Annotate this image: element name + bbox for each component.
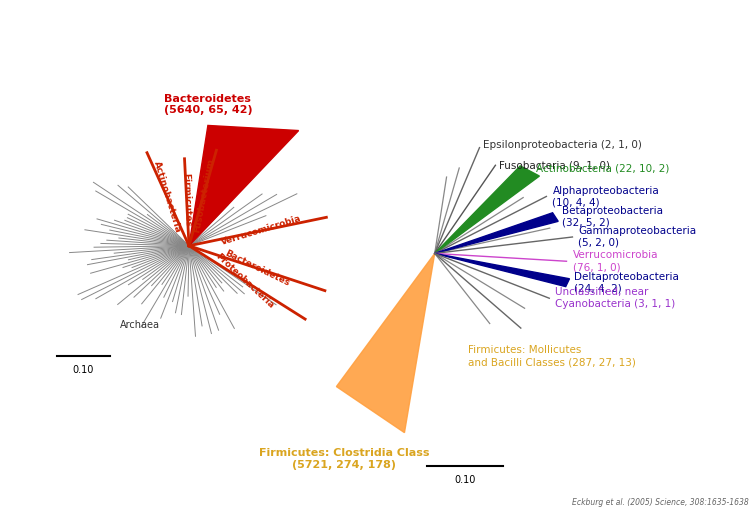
Text: Unclassified, near
Cyanobacteria (3, 1, 1): Unclassified, near Cyanobacteria (3, 1, … — [556, 287, 676, 309]
Text: Betaproteobacteria
(32, 5, 2): Betaproteobacteria (32, 5, 2) — [562, 206, 662, 228]
Text: 0.10: 0.10 — [73, 365, 94, 375]
Text: Alphaproteobacteria
(10, 4, 4): Alphaproteobacteria (10, 4, 4) — [553, 186, 659, 207]
Text: Verrucomicrobia
(76, 1, 0): Verrucomicrobia (76, 1, 0) — [572, 250, 658, 272]
Text: Bacteroidetes
(5640, 65, 42): Bacteroidetes (5640, 65, 42) — [163, 94, 253, 115]
Text: Epsilonproteobacteria (2, 1, 0): Epsilonproteobacteria (2, 1, 0) — [483, 140, 642, 150]
Polygon shape — [435, 213, 558, 253]
Polygon shape — [435, 166, 539, 253]
Text: Firmicutes: Firmicutes — [181, 173, 192, 227]
Text: Actinobacteria: Actinobacteria — [152, 160, 182, 234]
Text: Proteobacteria: Proteobacteria — [213, 251, 275, 310]
Text: Gammaproteobacteria
(5, 2, 0): Gammaproteobacteria (5, 2, 0) — [578, 226, 696, 248]
Text: Verrucomicrobia: Verrucomicrobia — [220, 214, 302, 247]
Text: Archaea: Archaea — [120, 320, 160, 330]
Text: Eckburg et al. (2005) Science, 308:1635-1638: Eckburg et al. (2005) Science, 308:1635-… — [572, 498, 748, 507]
Text: Fusobacteria (9, 1, 0): Fusobacteria (9, 1, 0) — [499, 160, 610, 170]
Text: Fusobacterium: Fusobacterium — [192, 158, 215, 233]
Text: Deltaproteobacteria
(24, 4, 2): Deltaproteobacteria (24, 4, 2) — [574, 272, 679, 293]
Polygon shape — [189, 125, 299, 246]
Text: Firmicutes: Clostridia Class
(5721, 274, 178): Firmicutes: Clostridia Class (5721, 274,… — [259, 448, 429, 470]
Text: 0.10: 0.10 — [454, 475, 476, 485]
Polygon shape — [336, 253, 435, 433]
Text: Firmicutes: Mollicutes
and Bacilli Classes (287, 27, 13): Firmicutes: Mollicutes and Bacilli Class… — [468, 346, 636, 367]
Text: Bacteroidetes: Bacteroidetes — [223, 249, 291, 288]
Polygon shape — [435, 253, 569, 287]
Text: Actinobacteria (22, 10, 2): Actinobacteria (22, 10, 2) — [536, 163, 670, 173]
